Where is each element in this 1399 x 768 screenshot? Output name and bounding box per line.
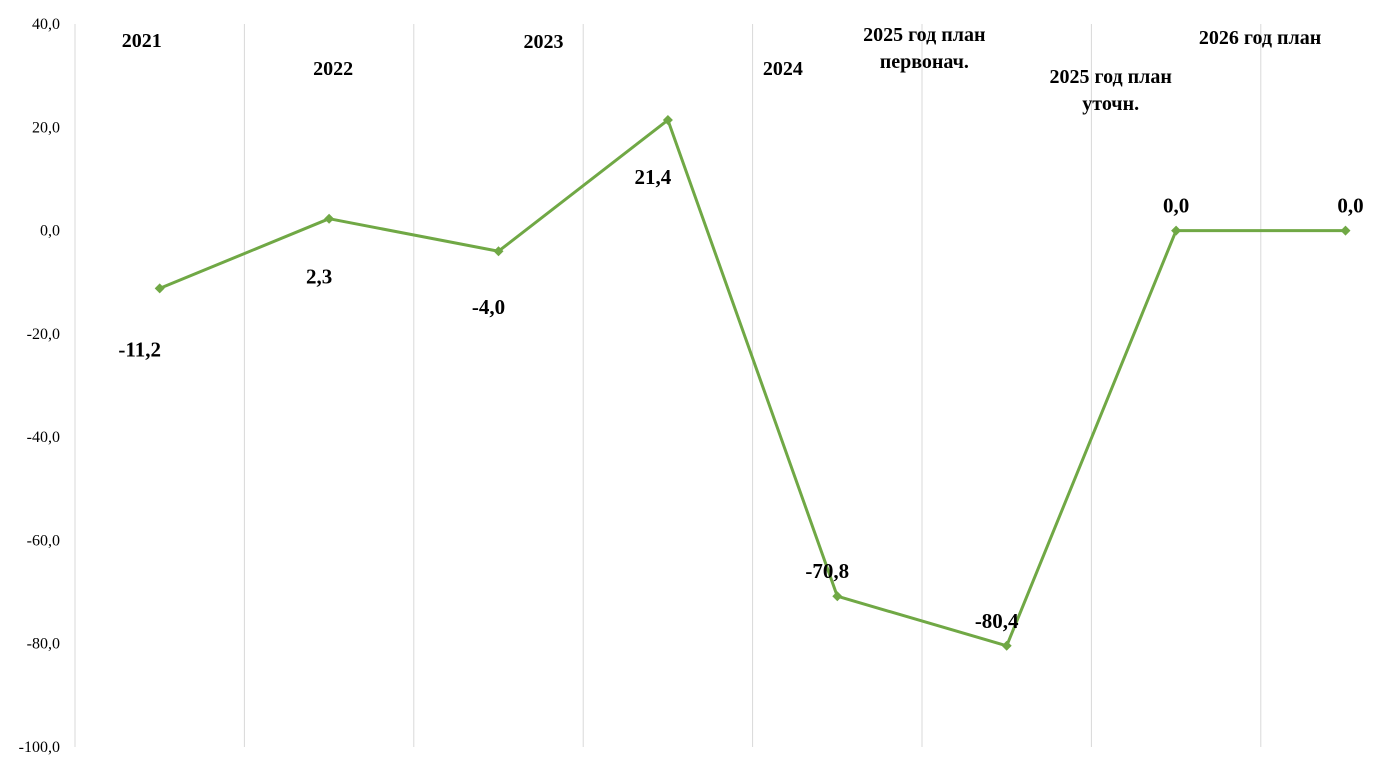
category-label: 2022 [313, 58, 353, 80]
y-tick-label: 0,0 [40, 223, 60, 240]
y-tick-label: -80,0 [27, 636, 60, 653]
category-label: 2023 [524, 31, 564, 53]
y-tick-label: 40,0 [32, 16, 60, 33]
y-tick-label: -100,0 [19, 739, 60, 756]
series-line [159, 118, 1346, 648]
category-label: первонач. [880, 51, 969, 73]
series-group [154, 115, 1351, 651]
data-label: 2,3 [306, 265, 332, 289]
y-tick-label: -60,0 [27, 532, 60, 549]
data-point-marker [1340, 225, 1351, 236]
data-label: -11,2 [118, 337, 161, 361]
category-labels: 2021 2022 2023 2024 2025 год план первонач. 20… [122, 24, 1322, 115]
data-point-marker [324, 213, 335, 224]
data-label: -70,8 [805, 559, 849, 583]
data-point-marker [832, 591, 843, 602]
gridlines [74, 24, 1262, 747]
category-label: 2021 [122, 30, 162, 52]
data-point-marker [662, 115, 673, 126]
data-point-marker [493, 246, 504, 257]
data-label: -4,0 [472, 295, 505, 319]
category-label: 2026 год план [1199, 27, 1321, 49]
y-tick-label: -40,0 [27, 429, 60, 446]
data-point-marker [1171, 225, 1182, 236]
data-labels: -11,2 2,3 -4,0 21,4 -70,8 -80,4 0,0 0,0 [118, 165, 1363, 633]
data-label: 0,0 [1337, 194, 1363, 218]
category-label: уточн. [1082, 93, 1139, 115]
category-label: 2024 [763, 58, 803, 80]
category-label: 2025 год план [863, 24, 985, 46]
y-axis: 40,0 20,0 0,0 -20,0 -40,0 -60,0 -80,0 -100,0 [19, 16, 60, 756]
data-label: 0,0 [1163, 194, 1189, 218]
data-point-marker [1001, 640, 1012, 651]
data-label: -80,4 [975, 609, 1019, 633]
y-tick-label: -20,0 [27, 326, 60, 343]
y-tick-label: 20,0 [32, 119, 60, 136]
data-label: 21,4 [635, 165, 672, 189]
data-point-marker [154, 283, 165, 294]
category-label: 2025 год план [1049, 66, 1171, 88]
